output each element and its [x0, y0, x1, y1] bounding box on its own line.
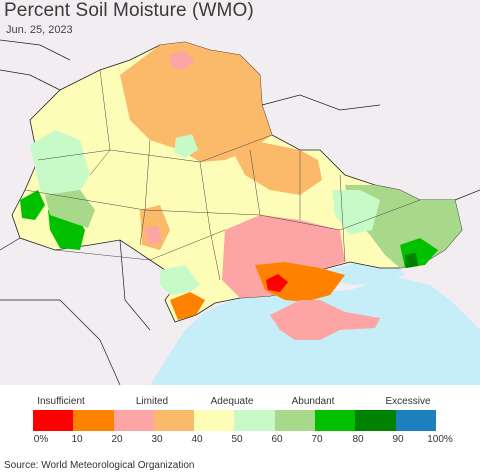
zone-crimea — [270, 300, 380, 340]
legend-swatch — [395, 410, 436, 431]
legend-tick: 80 — [352, 434, 364, 445]
legend-tick: 10 — [71, 434, 83, 445]
zone-east-light — [332, 190, 380, 235]
zone-central-pink — [145, 226, 162, 244]
zone-chernihiv-pink — [170, 50, 195, 70]
legend-tick: 90 — [392, 434, 404, 445]
zone-kherson-red — [266, 274, 288, 292]
zone-kyiv-green — [174, 134, 198, 158]
legend-tick: 0% — [33, 434, 49, 445]
map-title: Percent Soil Moisture (WMO) — [4, 0, 254, 21]
source-credit: Source: World Meteorological Organizatio… — [4, 460, 195, 471]
legend-tick: 70 — [311, 434, 323, 445]
oblast-borders — [24, 69, 421, 281]
legend-color-bar — [33, 410, 436, 431]
legend-swatch — [274, 410, 316, 431]
zone-sumy-orange — [232, 142, 322, 195]
legend-categories: Insufficient Limited Adequate Abundant E… — [0, 396, 480, 410]
zone-west-light — [30, 130, 90, 205]
zone-south-pink — [222, 215, 345, 298]
country-borders — [0, 39, 480, 385]
legend-swatch — [73, 410, 114, 431]
legend-tick: 20 — [111, 434, 123, 445]
legend-tick: 60 — [271, 434, 283, 445]
legend-swatch — [355, 410, 396, 431]
zone-north-limited — [120, 42, 272, 162]
legend-tick: 40 — [191, 434, 203, 445]
legend-tick: 30 — [151, 434, 163, 445]
legend-swatch — [234, 410, 275, 431]
legend-category-excessive: Excessive — [385, 396, 431, 407]
legend-ticks: 0% 10 20 30 40 50 60 70 80 90 100% — [0, 434, 480, 448]
zone-odesa-light — [160, 265, 200, 295]
zone-donetsk-dark — [405, 253, 418, 268]
legend-swatch — [33, 410, 74, 431]
zone-west-green — [20, 190, 45, 220]
soil-moisture-map — [0, 0, 480, 385]
legend-swatch — [194, 410, 235, 431]
legend-category-limited: Limited — [135, 396, 169, 407]
legend-tick: 100% — [427, 434, 453, 445]
zone-south-orange — [255, 262, 345, 302]
map-date: Jun. 25, 2023 — [6, 24, 73, 36]
legend-swatch — [113, 410, 154, 431]
legend-swatch — [153, 410, 195, 431]
legend-category-abundant: Abundant — [291, 396, 335, 407]
legend-category-adequate: Adequate — [210, 396, 254, 407]
legend-tick: 50 — [231, 434, 243, 445]
zone-odesa-orange — [170, 292, 205, 320]
legend-swatch — [315, 410, 356, 431]
legend-category-insufficient: Insufficient — [37, 396, 85, 407]
